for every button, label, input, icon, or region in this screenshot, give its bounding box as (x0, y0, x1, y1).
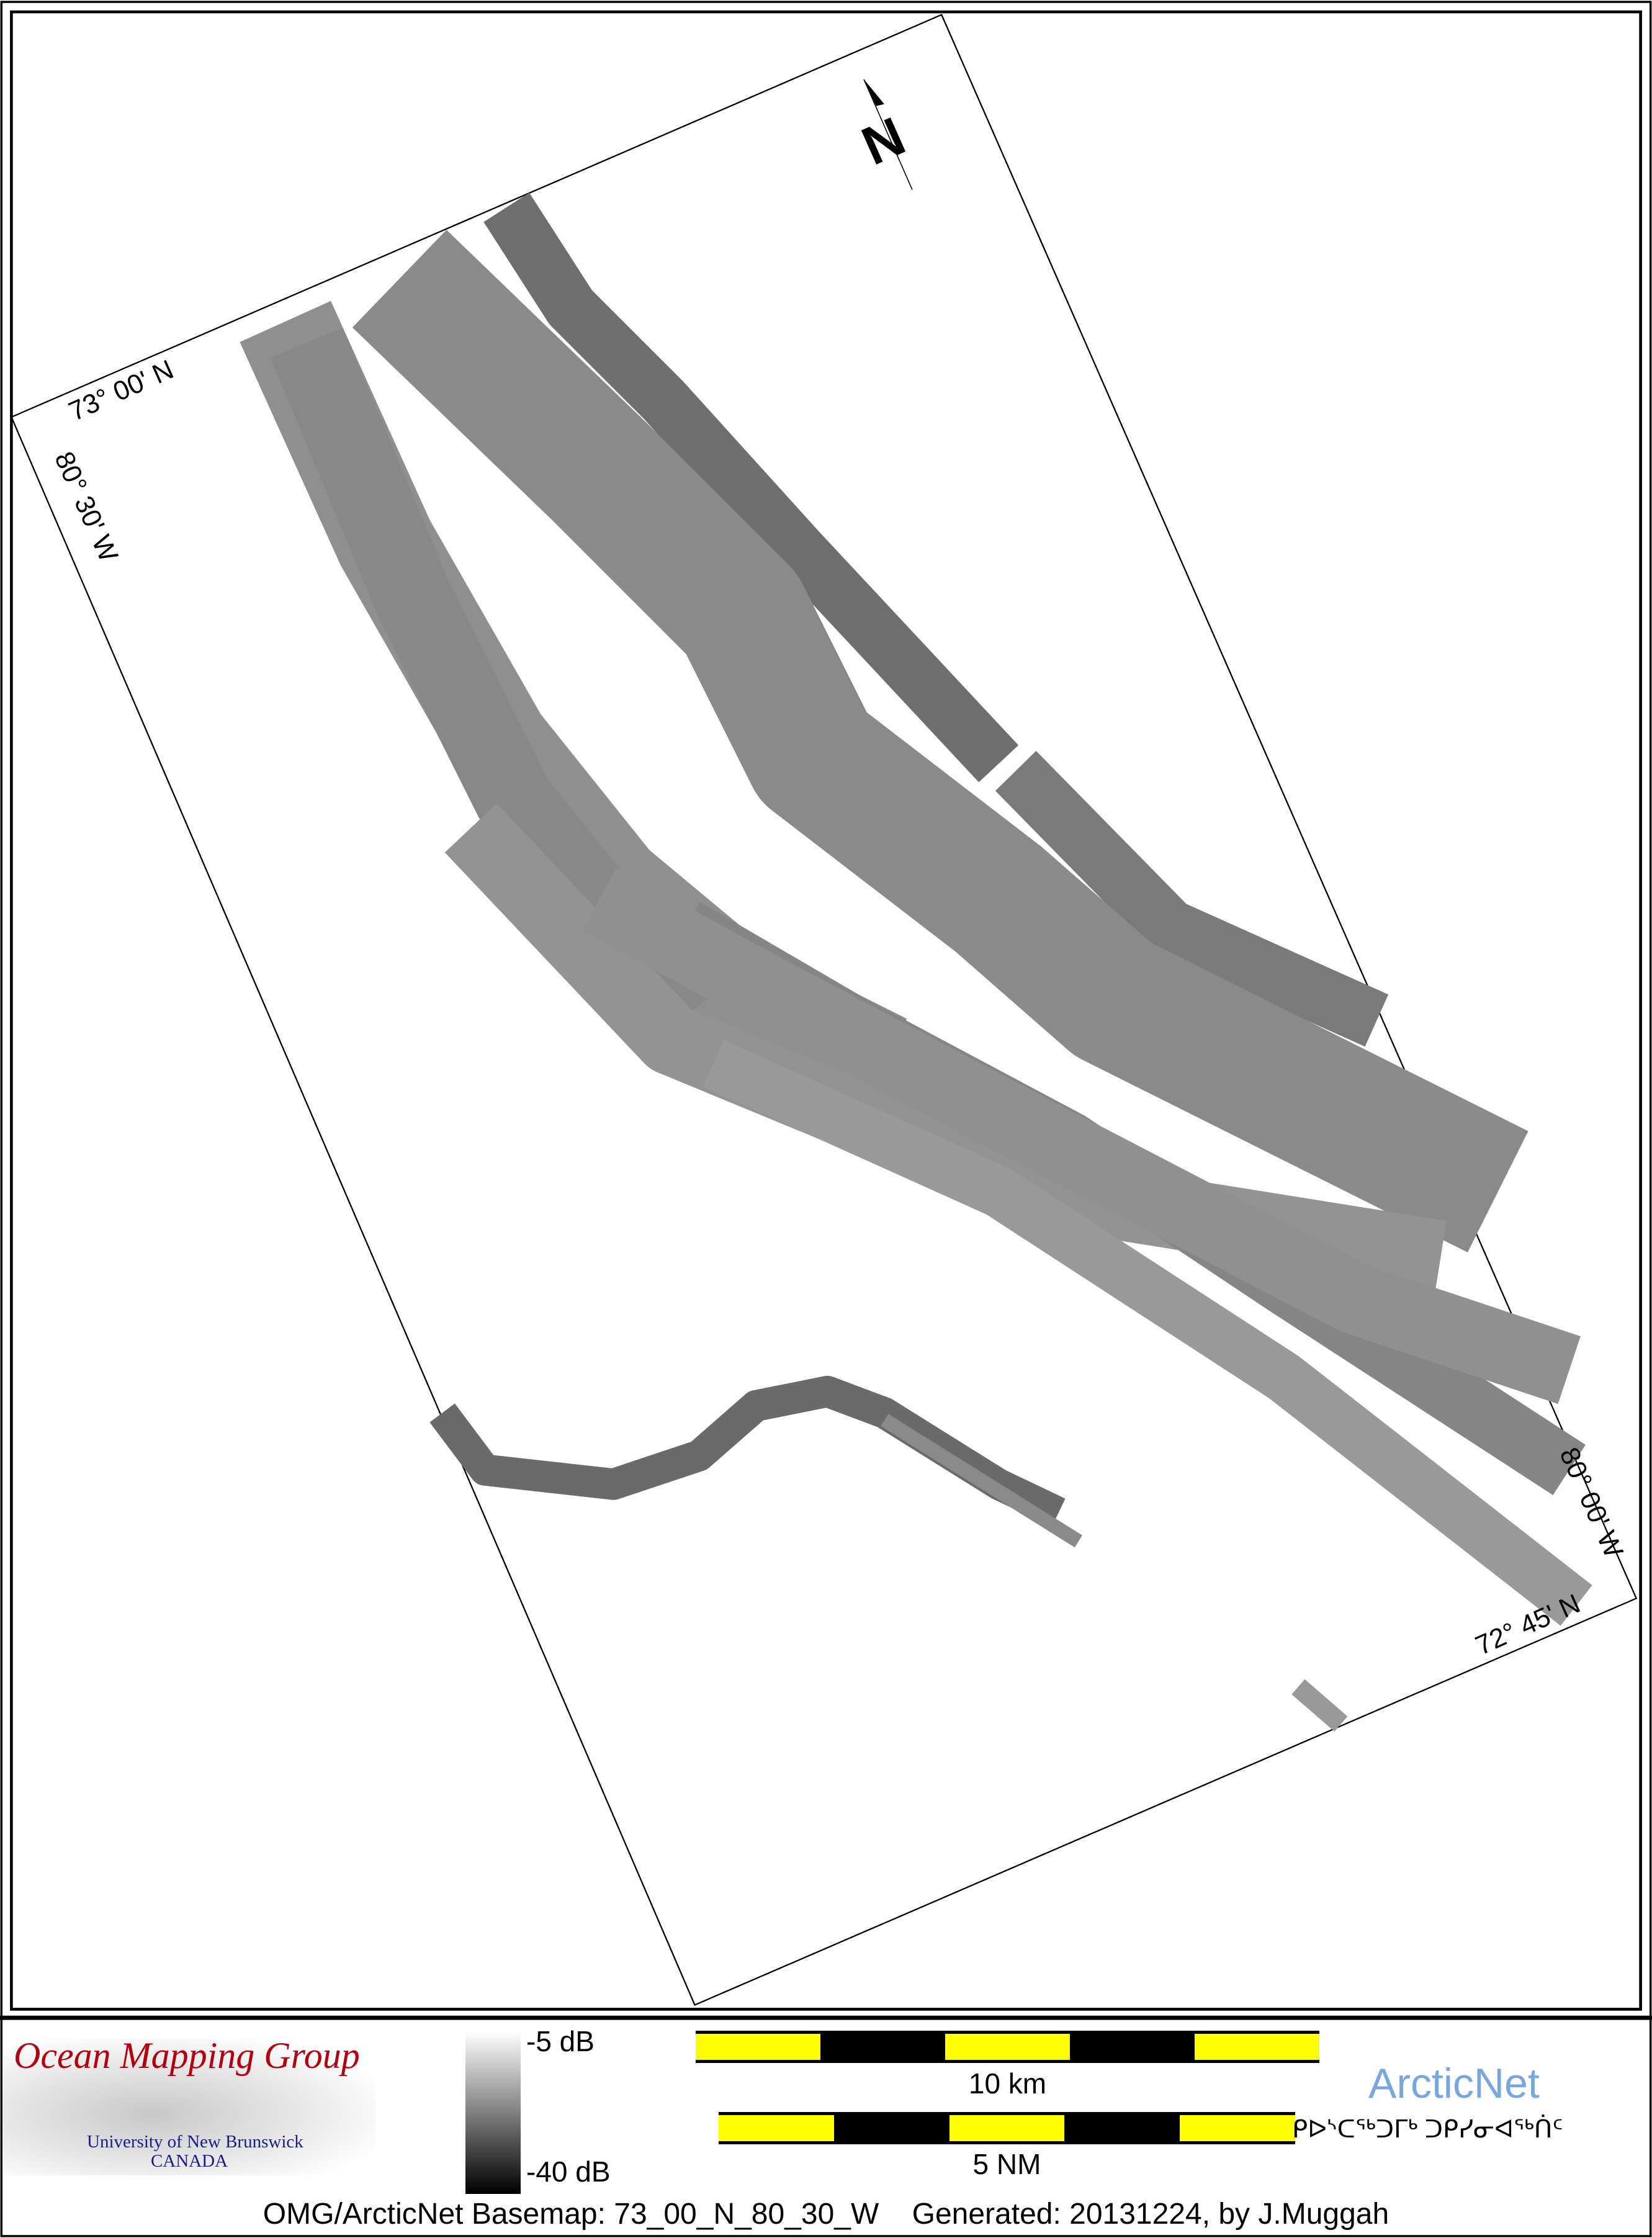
swath (995, 750, 1389, 1047)
outer-border (10, 10, 1642, 2011)
colorbar-min-label: -40 dB (526, 2155, 611, 2188)
backscatter-colorbar (465, 2031, 521, 2194)
lon-label-80-00: 80° 00' W (1553, 1443, 1629, 1563)
north-arrow: N (853, 79, 914, 191)
swath (881, 1414, 1082, 1548)
swath (581, 868, 1581, 1404)
swath (429, 1375, 1066, 1527)
arcticnet-syllabics: ᑭᐅᔅᑕᖅᑐᒥᒃ ᑐᑭᓯᓂᐊᖅᑏᑦ (1292, 2116, 1563, 2143)
omg-logo-image (3, 2039, 375, 2175)
swaths (240, 192, 1592, 1732)
north-label: N (853, 106, 914, 177)
university-name: University of New Brunswick (87, 2132, 303, 2152)
north-arrow-head (863, 79, 884, 106)
lat-label-73-00: 73° 00' N (65, 354, 178, 427)
basemap-footer: OMG/ArcticNet Basemap: 73_00_N_80_30_W G… (263, 2198, 1389, 2231)
colorbar-max-label: -5 dB (526, 2025, 595, 2057)
omg-logo-university: University of New Brunswick CANADA (87, 2132, 303, 2171)
arcticnet-logo: ArcticNet (1368, 2060, 1540, 2107)
map-frame (10, 14, 1638, 2007)
swath (352, 230, 1529, 1252)
scalebar-nm-label: 5 NM (972, 2148, 1041, 2180)
swath (483, 192, 1019, 783)
swath (703, 1040, 1592, 1626)
omg-logo-title: Ocean Mapping Group (14, 2035, 360, 2076)
swath (1291, 1679, 1348, 1732)
scalebar-nm (719, 2112, 1295, 2144)
country-name: CANADA (150, 2151, 228, 2171)
scalebar-km (696, 2031, 1319, 2063)
lon-label-80-30: 80° 30' W (48, 447, 124, 567)
scalebar-km-label: 10 km (968, 2067, 1047, 2100)
